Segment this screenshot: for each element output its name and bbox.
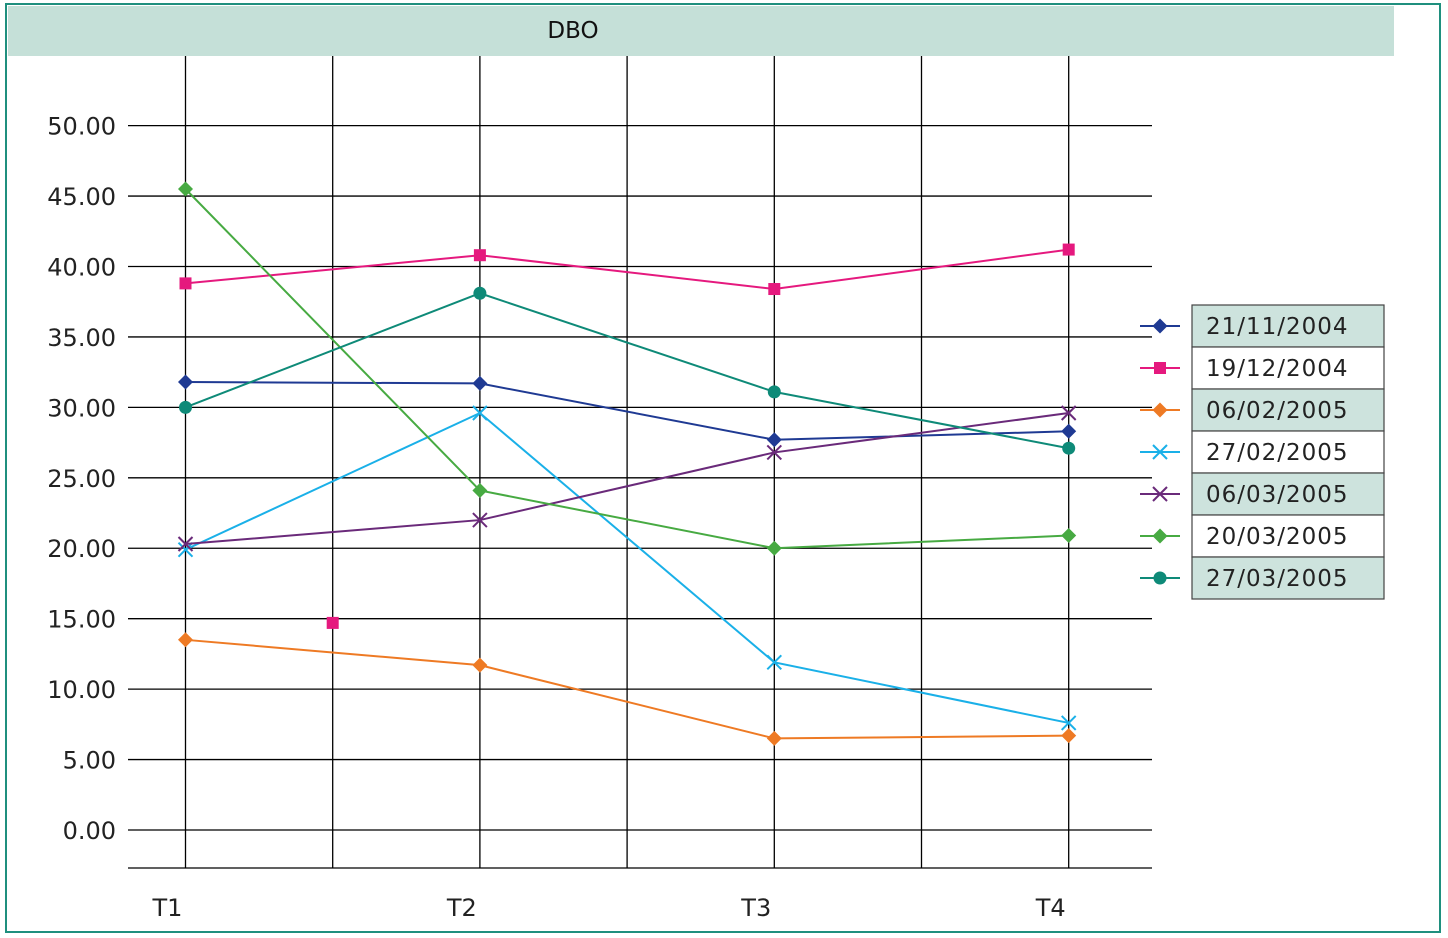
data-point (178, 374, 193, 390)
series-line (185, 248, 1069, 291)
data-point (1061, 728, 1077, 744)
series-5 (177, 405, 1077, 552)
data-point (473, 286, 487, 300)
data-point (179, 400, 192, 414)
y-tick-label: 50.00 (47, 113, 116, 141)
legend-item: 21/11/2004 (1140, 304, 1385, 348)
legend-label: 20/03/2005 (1206, 524, 1349, 550)
legend-marker (1152, 318, 1168, 334)
y-tick-label: 0.00 (63, 817, 116, 845)
x-tick-label: T3 (740, 894, 771, 922)
legend-label: 21/11/2004 (1206, 314, 1349, 340)
title-bar: DBO (8, 6, 1394, 56)
series-line (184, 188, 1069, 550)
legend-item: 20/03/2005 (1140, 514, 1385, 558)
series-6 (178, 181, 1077, 556)
legend: 21/11/2004 19/12/2004 06/02/2005 27/02/2005… (1140, 304, 1385, 600)
x-tick-label: T2 (446, 894, 477, 922)
y-tick-label: 10.00 (47, 676, 116, 704)
series-line (185, 411, 1069, 724)
legend-label-box (1191, 346, 1385, 390)
legend-label-box (1191, 514, 1385, 558)
legend-label: 27/02/2005 (1206, 440, 1349, 466)
data-point (1062, 243, 1075, 256)
legend-item: 06/03/2005 (1140, 472, 1385, 516)
data-point (766, 730, 782, 746)
data-point (766, 432, 782, 448)
grid (128, 56, 1152, 869)
y-tick-label: 45.00 (47, 183, 116, 211)
series-7 (179, 286, 1076, 455)
data-point (766, 444, 783, 461)
legend-label-box (1191, 430, 1385, 474)
legend-label: 06/03/2005 (1206, 482, 1349, 508)
series-3 (178, 632, 1077, 746)
series-line (185, 381, 1069, 441)
legend-marker (1152, 444, 1168, 460)
data-point (178, 181, 193, 197)
data-point (767, 385, 781, 399)
series (177, 181, 1077, 746)
data-point (1061, 423, 1077, 439)
chart-title: DBO (547, 18, 599, 44)
legend-item: 27/02/2005 (1140, 430, 1385, 474)
series-line (185, 638, 1069, 740)
legend-label: 06/02/2005 (1206, 398, 1349, 424)
data-point (766, 540, 782, 556)
data-point (178, 632, 193, 648)
series-line (185, 412, 1069, 546)
data-point (1062, 441, 1076, 455)
data-point (768, 283, 781, 296)
data-point (1060, 715, 1077, 731)
legend-label-box (1191, 556, 1385, 600)
series-line (185, 292, 1069, 450)
data-point (1060, 405, 1077, 421)
legend-item: 27/03/2005 (1140, 556, 1385, 600)
x-axis-ticks: T1 T2 T3 T4 (152, 894, 1066, 922)
legend-label-box (1191, 304, 1385, 348)
legend-marker (1152, 528, 1168, 544)
series-2 (179, 243, 1075, 629)
y-tick-label: 35.00 (47, 324, 116, 352)
legend-label: 27/03/2005 (1206, 566, 1349, 592)
x-tick-label: T1 (152, 894, 183, 922)
y-axis-ticks: 0.00 5.00 10.00 15.00 20.00 25.00 30.00 35.00 40… (47, 113, 116, 845)
series-4 (177, 405, 1077, 731)
legend-marker (1153, 571, 1167, 585)
data-point (472, 375, 488, 391)
x-tick-label: T4 (1035, 894, 1066, 922)
y-tick-label: 40.00 (47, 253, 116, 281)
y-tick-label: 5.00 (63, 747, 116, 775)
data-point (179, 277, 192, 290)
series-1 (178, 374, 1077, 448)
data-point (472, 512, 488, 528)
legend-label-box (1191, 472, 1385, 516)
data-point (766, 654, 783, 671)
y-tick-label: 20.00 (47, 535, 116, 563)
legend-label: 19/12/2004 (1206, 356, 1349, 382)
data-point (1061, 528, 1077, 544)
y-tick-label: 30.00 (47, 394, 116, 422)
data-point (177, 536, 194, 552)
y-tick-label: 25.00 (47, 465, 116, 493)
legend-marker (1152, 486, 1168, 502)
legend-item: 06/02/2005 (1140, 388, 1385, 432)
data-point (472, 482, 488, 498)
data-point (177, 541, 194, 558)
legend-item: 19/12/2004 (1140, 346, 1385, 390)
legend-marker (1154, 362, 1166, 374)
data-point (472, 405, 488, 421)
data-point (473, 249, 486, 262)
data-point (472, 657, 488, 673)
y-tick-label: 15.00 (47, 606, 116, 634)
data-point (326, 616, 339, 629)
legend-marker (1152, 402, 1168, 418)
